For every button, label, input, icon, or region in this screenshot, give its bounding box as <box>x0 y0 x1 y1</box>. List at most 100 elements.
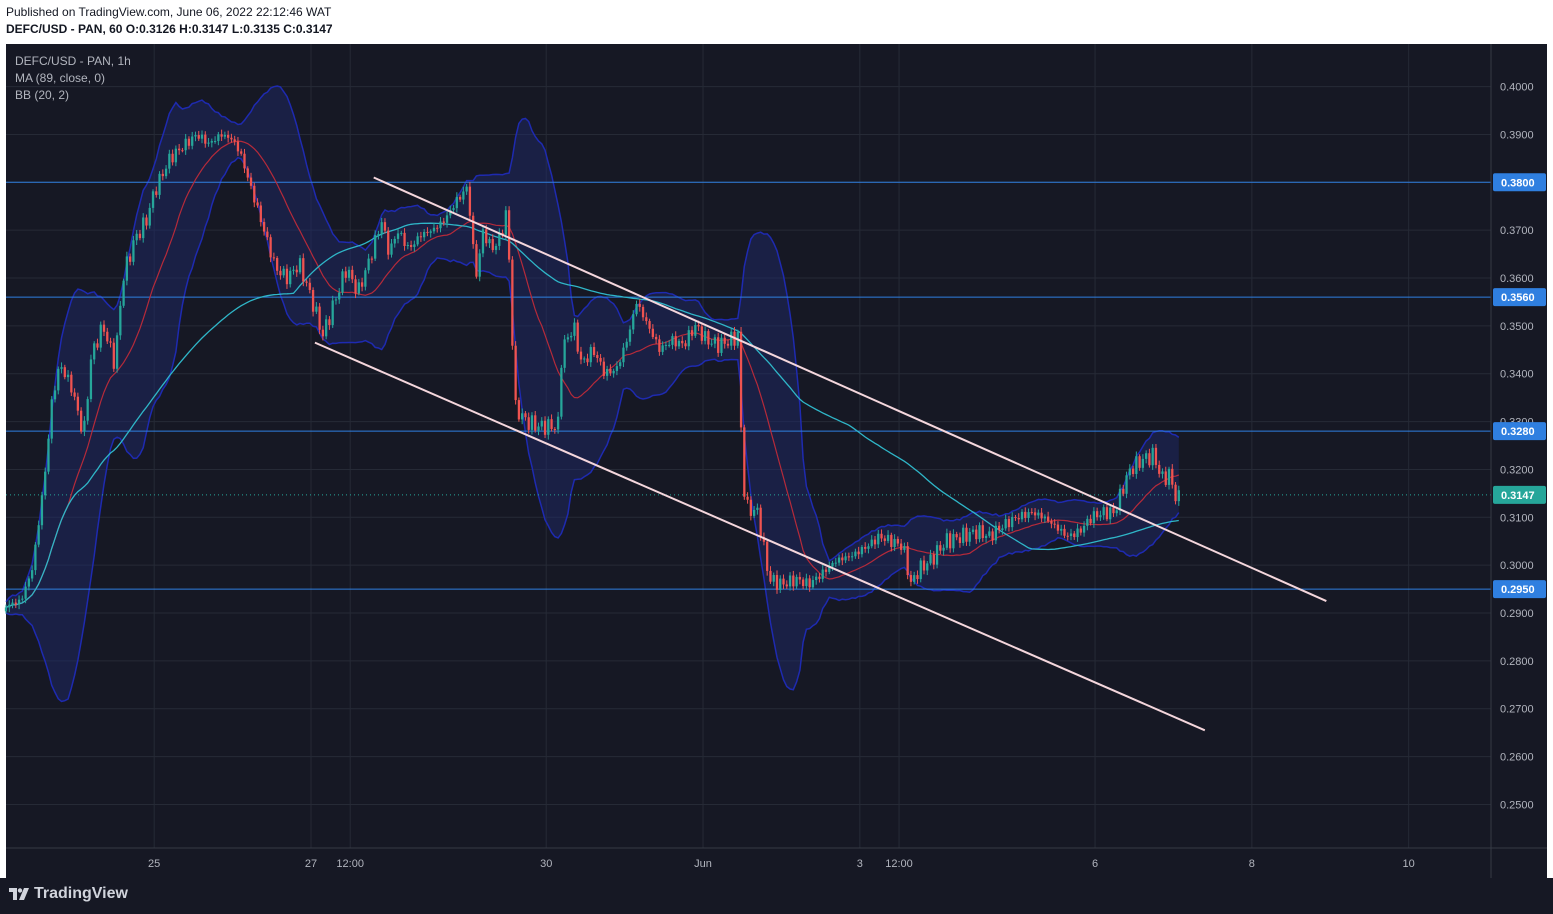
candle <box>468 186 472 216</box>
candle <box>70 374 73 393</box>
y-tick-label: 0.3700 <box>1500 225 1534 237</box>
candle <box>334 299 338 301</box>
candle <box>308 282 311 290</box>
candle <box>436 227 439 229</box>
candle <box>808 578 811 588</box>
candle <box>184 138 187 151</box>
candle <box>109 341 112 343</box>
candle <box>125 256 129 281</box>
candle <box>325 319 328 337</box>
tradingview-logo[interactable]: TradingView <box>8 885 128 903</box>
candle <box>302 258 305 282</box>
candle <box>1177 490 1180 502</box>
candle <box>413 244 416 247</box>
level-0.3800-badge-label: 0.3800 <box>1501 177 1535 189</box>
candle <box>1089 518 1092 524</box>
candle <box>1164 471 1167 485</box>
candle <box>828 566 831 572</box>
level-0.3280-badge-label: 0.3280 <box>1501 426 1535 438</box>
candle <box>1004 519 1007 529</box>
candle <box>115 335 119 369</box>
candle <box>935 545 939 565</box>
candle <box>354 279 357 294</box>
candle <box>1174 484 1177 502</box>
candle <box>514 345 517 401</box>
candle <box>948 533 952 549</box>
candle <box>210 141 213 143</box>
candle <box>351 269 354 280</box>
candle <box>625 341 628 348</box>
candle <box>694 325 697 336</box>
candle <box>903 546 906 550</box>
candle <box>374 235 377 259</box>
candle <box>815 576 818 581</box>
y-tick-label: 0.3600 <box>1500 273 1534 285</box>
candle <box>1115 510 1118 514</box>
candle <box>766 541 769 571</box>
level-0.3280-badge <box>1493 422 1546 441</box>
candle <box>151 191 155 208</box>
candle <box>259 205 262 223</box>
trendline-upper <box>373 176 1327 602</box>
candle <box>906 546 909 576</box>
candle <box>942 547 945 551</box>
candle <box>759 507 762 538</box>
candle <box>543 420 547 435</box>
candle <box>1011 516 1014 528</box>
candle <box>213 141 217 143</box>
candle <box>909 575 913 582</box>
y-tick-label: 0.2700 <box>1500 704 1534 716</box>
candle <box>1046 516 1050 522</box>
candle <box>472 215 475 245</box>
candle <box>370 258 374 260</box>
candle <box>99 324 102 348</box>
candle <box>37 525 40 545</box>
candle <box>276 257 279 271</box>
candle <box>266 231 269 238</box>
candle <box>867 546 870 549</box>
candle <box>984 535 988 539</box>
candle <box>194 135 197 137</box>
candle <box>916 575 919 580</box>
candle <box>658 339 661 352</box>
candle <box>671 336 674 345</box>
candle <box>357 282 360 294</box>
candle <box>749 499 752 516</box>
candle <box>1148 453 1151 466</box>
candle <box>955 534 958 538</box>
candle <box>17 599 21 605</box>
candle <box>775 575 779 590</box>
candle <box>570 335 573 338</box>
candle <box>684 343 687 347</box>
candle <box>383 222 387 231</box>
candle <box>364 270 367 287</box>
candle <box>841 557 844 561</box>
candle <box>726 343 730 346</box>
candle <box>798 576 801 580</box>
candle <box>586 358 589 363</box>
candle <box>511 259 514 346</box>
candle <box>400 232 403 234</box>
candle <box>792 575 795 587</box>
level-0.2950-badge <box>1493 580 1546 599</box>
candle <box>34 544 37 571</box>
candle <box>560 367 563 417</box>
candle <box>596 355 599 358</box>
candle <box>1086 518 1089 526</box>
candle <box>978 525 981 540</box>
candle <box>223 134 227 137</box>
candle <box>668 344 671 346</box>
candle <box>847 556 851 558</box>
candle <box>1112 507 1115 514</box>
candle <box>1060 528 1063 531</box>
x-tick-label: Jun <box>694 858 712 870</box>
candle <box>821 569 824 579</box>
candle <box>393 238 396 244</box>
y-tick-label: 0.4000 <box>1500 82 1534 94</box>
candle <box>1040 512 1043 519</box>
candle <box>1141 458 1145 468</box>
candle <box>79 410 83 432</box>
indicator-lines-layer <box>5 140 1180 609</box>
candle <box>498 232 501 246</box>
